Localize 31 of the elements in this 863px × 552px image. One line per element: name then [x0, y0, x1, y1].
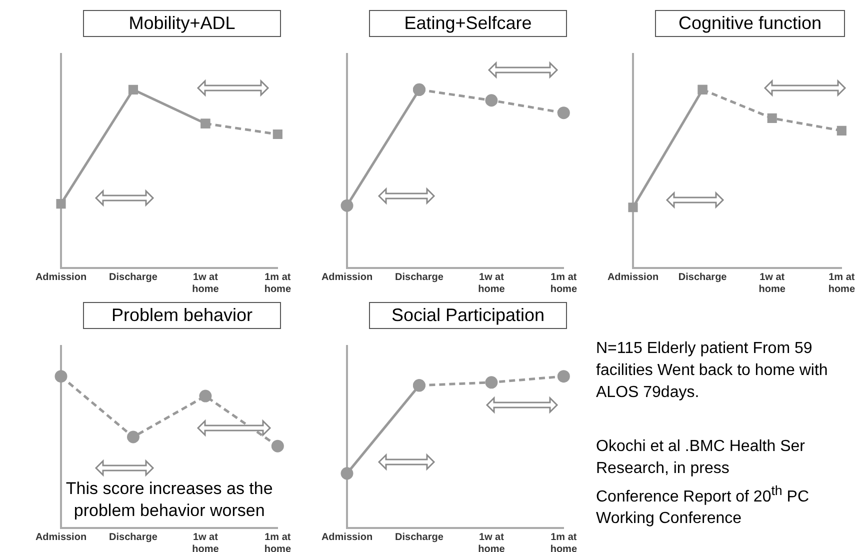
x-tick-label: Discharge [109, 532, 158, 543]
x-tick-label: 1m at home [828, 272, 856, 295]
text: Conference Report of 20$^{th}$ PC [596, 482, 810, 508]
text: N=115 Elderly patient From 59 facilities Went back to home with ALOS 79days. [596, 339, 829, 403]
text: Research, in press [596, 459, 730, 479]
chart-title: Eating+Selfcare [369, 10, 567, 37]
text: Working Conference [596, 509, 743, 530]
x-tick-label: Admission [321, 532, 373, 543]
chart-title: Problem behavior [83, 302, 281, 329]
x-tick-label: 1w at home [192, 272, 220, 295]
x-tick-label: Discharge [109, 272, 158, 283]
x-tick-label: Discharge [678, 272, 728, 283]
x-tick-label: Admission [35, 272, 87, 283]
x-tick-label: Admission [35, 532, 87, 543]
x-tick-label: 1w at home [758, 272, 786, 295]
chart-title: Mobility+ADL [83, 10, 281, 37]
x-tick-label: 1w at home [478, 272, 506, 295]
annotation: This score increases as the problem behavior worsen [66, 479, 273, 520]
x-tick-label: Discharge [395, 272, 444, 283]
x-tick-label: 1m at home [264, 272, 292, 295]
x-tick-label: Admission [321, 272, 373, 283]
x-tick-label: Admission [607, 272, 659, 283]
x-tick-label: 1w at home [478, 532, 506, 552]
x-tick-label: 1m at home [550, 532, 578, 552]
chart-title: Social Participation [369, 302, 567, 329]
x-tick-label: 1m at home [264, 532, 292, 552]
chart-title: Cognitive function [655, 10, 845, 37]
text: Okochi et al .BMC Health Ser [596, 437, 806, 457]
x-tick-label: Discharge [395, 532, 444, 543]
x-tick-label: 1w at home [192, 532, 220, 552]
x-tick-label: 1m at home [550, 272, 578, 295]
